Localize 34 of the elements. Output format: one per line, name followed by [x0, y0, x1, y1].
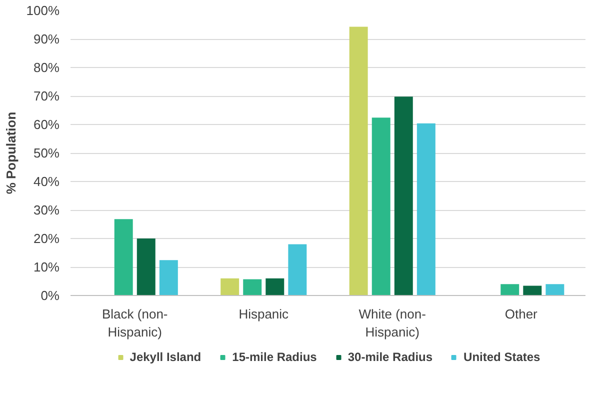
y-tick-label: 50% [33, 146, 60, 160]
y-tick-label: 80% [33, 60, 60, 75]
bar [500, 284, 520, 296]
y-tick-label: 10% [33, 260, 60, 274]
bar [136, 238, 156, 296]
y-tick-label: 0% [40, 288, 60, 303]
bar [114, 219, 133, 296]
y-tick-label: 30% [33, 202, 60, 218]
y-tick-label: 60% [33, 117, 60, 132]
bar [523, 286, 542, 296]
bar [220, 278, 240, 296]
y-axis-title: % Population [3, 112, 18, 194]
legend-label: 15-mile Radius [232, 350, 317, 364]
bar [243, 279, 262, 296]
legend-label: United States [464, 350, 540, 364]
x-tick-label: White (non-Hispanic) [358, 306, 426, 340]
y-tick-label: 20% [33, 231, 60, 246]
legend-label: 30-mile Radius [348, 350, 433, 364]
bar [546, 284, 564, 296]
legend-label: Jekyll Island [130, 350, 202, 364]
bar [288, 244, 307, 296]
y-tick-label: 40% [33, 174, 60, 189]
x-tick-label: Hispanic [238, 306, 290, 322]
bar [394, 96, 413, 296]
bar [266, 278, 284, 296]
y-tick-label: 70% [33, 88, 60, 104]
x-tick-label: Black (non-Hispanic) [102, 306, 168, 340]
y-tick-label: 90% [33, 32, 60, 46]
bar [372, 118, 390, 296]
x-tick-label: Other [504, 306, 538, 322]
bar [159, 260, 178, 296]
y-tick-label: 100% [26, 3, 60, 18]
bar [416, 123, 436, 296]
bar [349, 26, 368, 296]
